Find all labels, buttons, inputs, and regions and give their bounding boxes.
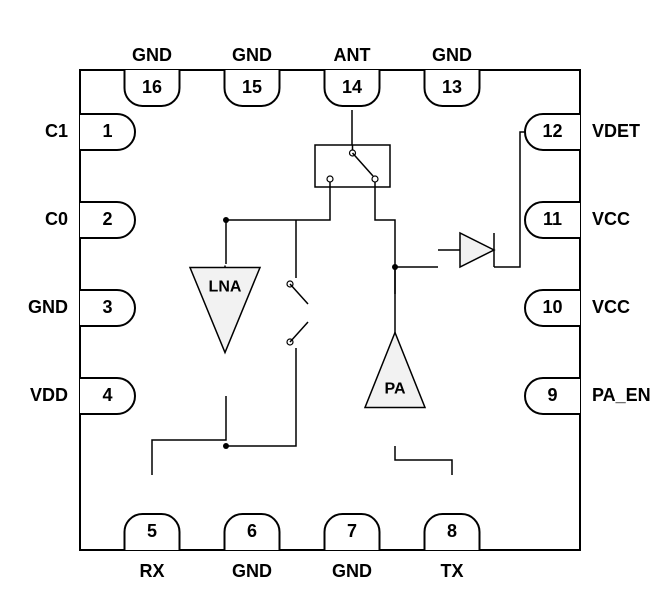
pin-11-label: VCC	[592, 209, 630, 229]
package-outline	[80, 70, 580, 550]
pin-9-label: PA_EN	[592, 385, 651, 405]
rf-frontend-pinout: 1 C1 2 C0 3 GND 4 VDD 5 RX 6 GND 7 GND 8 TX 9 PA_EN 10 VCC 1…	[20, 20, 658, 588]
pin-14-label: ANT	[334, 45, 371, 65]
pin-7-number: 7	[347, 521, 357, 541]
pin-16-number: 16	[142, 77, 162, 97]
pin-1-label: C1	[45, 121, 68, 141]
junction-dot	[392, 264, 398, 270]
pin-2-label: C0	[45, 209, 68, 229]
pin-1-number: 1	[102, 121, 112, 141]
pin-3-number: 3	[102, 297, 112, 317]
pin-13-label: GND	[432, 45, 472, 65]
pin-16-label: GND	[132, 45, 172, 65]
pin-12-number: 12	[542, 121, 562, 141]
pin-14-number: 14	[342, 77, 362, 97]
lna-label: LNA	[209, 279, 242, 296]
pin-6-number: 6	[247, 521, 257, 541]
pin-10-label: VCC	[592, 297, 630, 317]
pin-15-label: GND	[232, 45, 272, 65]
pin-5-number: 5	[147, 521, 157, 541]
pin-10-number: 10	[542, 297, 562, 317]
pin-4-label: VDD	[30, 385, 68, 405]
junction-dot	[223, 443, 229, 449]
pin-8-number: 8	[447, 521, 457, 541]
pin-6-label: GND	[232, 561, 272, 581]
pin-5-label: RX	[139, 561, 164, 581]
pin-9-number: 9	[547, 385, 557, 405]
pin-13-number: 13	[442, 77, 462, 97]
pin-8-label: TX	[440, 561, 463, 581]
pin-15-number: 15	[242, 77, 262, 97]
pin-11-number: 11	[543, 209, 562, 229]
pa-label: PA	[384, 381, 405, 398]
junction-dot	[223, 217, 229, 223]
pin-12-label: VDET	[592, 121, 640, 141]
pin-7-label: GND	[332, 561, 372, 581]
pin-3-label: GND	[28, 297, 68, 317]
pin-2-number: 2	[102, 209, 112, 229]
pin-4-number: 4	[102, 385, 112, 405]
